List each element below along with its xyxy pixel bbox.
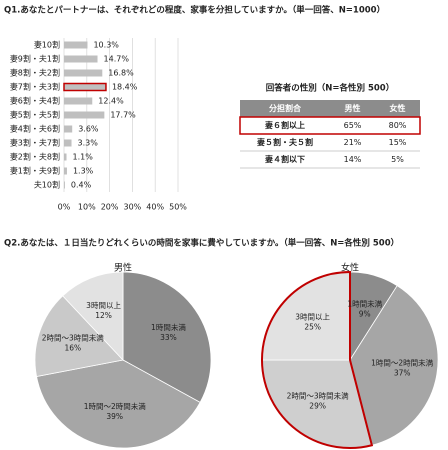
- value-label: 0.4%: [71, 181, 92, 190]
- x-tick-label: 10%: [78, 203, 96, 212]
- slice-value: 9%: [359, 309, 371, 318]
- bar: [64, 125, 73, 133]
- value-label: 1.1%: [73, 153, 94, 162]
- x-tick-label: 30%: [124, 203, 142, 212]
- value-label: 17.7%: [110, 111, 136, 120]
- slice-label: 2時間～3時間未満: [42, 333, 105, 343]
- slice-label: 2時間～3時間未満: [287, 391, 350, 401]
- slice-value: 16%: [64, 344, 81, 353]
- pie-subtitle: 男性: [114, 262, 132, 274]
- y-tick-label: 妻9割・夫1割: [10, 54, 60, 64]
- slice-label: 1時間未満: [347, 298, 382, 308]
- table-title: 回答者の性別（N=各性別 500）: [266, 83, 394, 94]
- bar: [64, 69, 103, 77]
- pie-slice: [34, 295, 124, 377]
- value-label: 12.4%: [98, 97, 124, 106]
- slice-value: 37%: [394, 368, 411, 377]
- x-tick-label: 40%: [146, 203, 164, 212]
- y-tick-label: 妻1割・夫9割: [10, 166, 60, 176]
- table-cell: 21%: [344, 138, 362, 147]
- pie-slice: [62, 271, 124, 362]
- pie-subtitle: 女性: [341, 262, 359, 274]
- y-tick-label: 妻4割・夫6割: [10, 124, 60, 134]
- y-tick-label: 妻2割・夫8割: [10, 152, 60, 162]
- value-label: 18.4%: [112, 83, 138, 92]
- table-cell: 5%: [391, 155, 404, 164]
- slice-label: 1時間未満: [151, 322, 186, 332]
- table-cell: 妻５割・夫５割: [257, 137, 313, 147]
- table-cell: 14%: [344, 155, 362, 164]
- bar: [64, 153, 67, 161]
- slice-value: 29%: [309, 402, 326, 411]
- table-cell: 妻６割以上: [265, 120, 305, 130]
- x-tick-label: 20%: [101, 203, 119, 212]
- table-header: 女性: [390, 103, 406, 113]
- value-label: 3.3%: [78, 139, 99, 148]
- bar: [63, 82, 107, 92]
- highlight-outline: [261, 270, 374, 449]
- bar: [64, 139, 72, 147]
- table-header: 男性: [345, 103, 361, 113]
- chart-title: Q1.あなたとパートナーは、それぞれどの程度、家事を分担していますか。（単一回答…: [4, 5, 385, 16]
- value-label: 3.6%: [78, 125, 99, 134]
- value-label: 16.8%: [108, 69, 134, 78]
- bar: [64, 167, 67, 175]
- slice-value: 12%: [95, 311, 112, 320]
- slice-value: 39%: [106, 412, 123, 421]
- bar: [64, 41, 88, 49]
- y-tick-label: 夫10割: [34, 180, 60, 190]
- y-tick-label: 妻10割: [34, 40, 60, 50]
- y-tick-label: 妻6割・夫4割: [10, 96, 60, 106]
- table-header-bg: [240, 100, 420, 117]
- slice-label: 1時間～2時間未満: [371, 357, 434, 367]
- bar: [64, 111, 105, 119]
- table-cell: 65%: [344, 121, 362, 130]
- table-cell: 妻４割以下: [265, 154, 305, 164]
- slice-value: 33%: [160, 333, 177, 342]
- pie-slice: [122, 271, 212, 403]
- table-cell: 80%: [389, 121, 407, 130]
- x-tick-label: 0%: [58, 203, 71, 212]
- table-cell: 15%: [389, 138, 407, 147]
- row-highlight: [239, 116, 421, 135]
- slice-label: 1時間～2時間未満: [84, 401, 147, 411]
- bar: [64, 181, 65, 189]
- x-tick-label: 50%: [169, 203, 187, 212]
- y-tick-label: 妻7割・夫3割: [10, 82, 60, 92]
- value-label: 10.3%: [93, 41, 119, 50]
- value-label: 1.3%: [73, 167, 94, 176]
- bar: [64, 55, 98, 63]
- table-header: 分担割合: [269, 103, 302, 113]
- pie-slice: [36, 359, 201, 449]
- slice-label: 3時間以上: [86, 301, 121, 310]
- value-label: 14.7%: [104, 55, 130, 64]
- pie-slice: [349, 285, 439, 446]
- y-tick-label: 妻5割・夫5割: [10, 110, 60, 120]
- y-tick-label: 妻8割・夫2割: [10, 68, 60, 78]
- bar: [64, 97, 93, 105]
- chart-title: Q2.あなたは、１日当たりどれくらいの時間を家事に費やしていますか。（単一回答、…: [4, 238, 399, 249]
- y-tick-label: 妻3割・夫7割: [10, 138, 60, 148]
- slice-value: 25%: [304, 323, 321, 332]
- slice-label: 3時間以上: [295, 313, 330, 322]
